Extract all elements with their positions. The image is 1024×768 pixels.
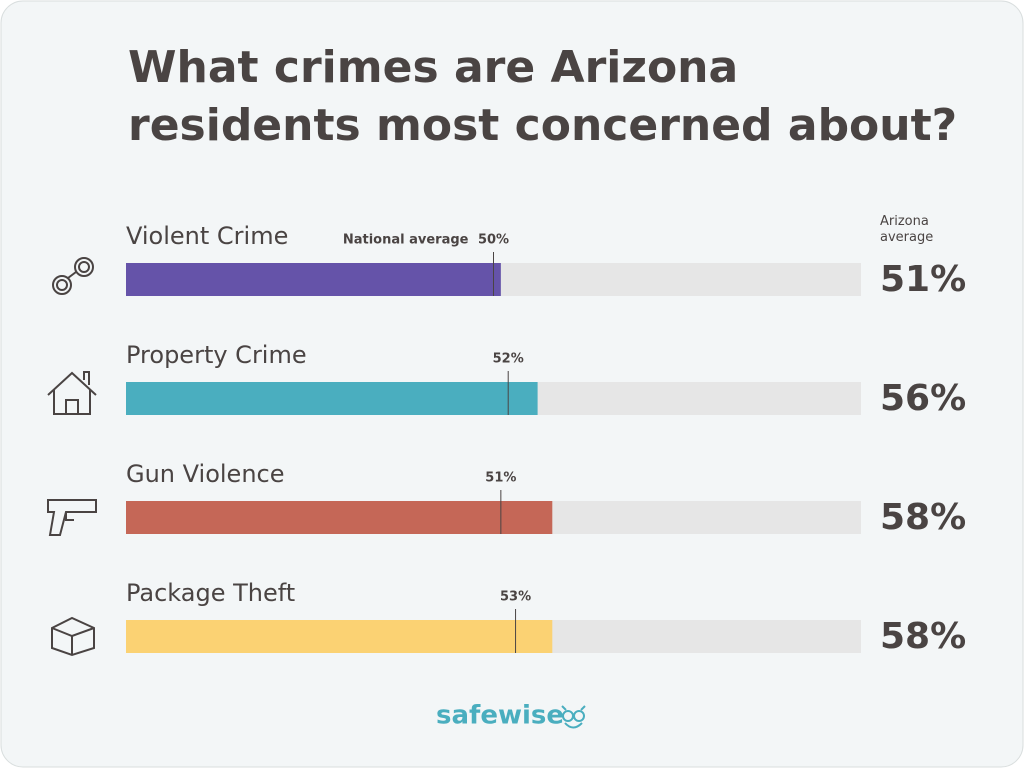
bar bbox=[126, 620, 553, 653]
bar bbox=[126, 382, 538, 415]
value-label: 58% bbox=[880, 497, 966, 538]
category-label: Violent Crime bbox=[126, 222, 288, 250]
category-label: Gun Violence bbox=[126, 460, 285, 488]
chart-title: What crimes are Arizona residents most co… bbox=[128, 42, 957, 151]
value-label: 58% bbox=[880, 616, 966, 657]
bar bbox=[126, 263, 501, 296]
national-label: 51% bbox=[485, 471, 516, 486]
bar bbox=[126, 501, 553, 534]
national-legend: National average bbox=[343, 233, 469, 248]
category-label: Property Crime bbox=[126, 341, 307, 369]
owl bbox=[561, 705, 586, 729]
icons bbox=[47, 257, 97, 657]
value-label: 51% bbox=[880, 259, 966, 300]
legend-label: Arizona average bbox=[880, 214, 934, 245]
value-label: 56% bbox=[880, 378, 966, 419]
brand: safewise bbox=[436, 701, 564, 731]
national-label: 52% bbox=[493, 352, 524, 367]
national-label: 53% bbox=[500, 590, 531, 605]
national-label: 50% bbox=[478, 233, 509, 248]
category-label: Package Theft bbox=[126, 579, 295, 607]
